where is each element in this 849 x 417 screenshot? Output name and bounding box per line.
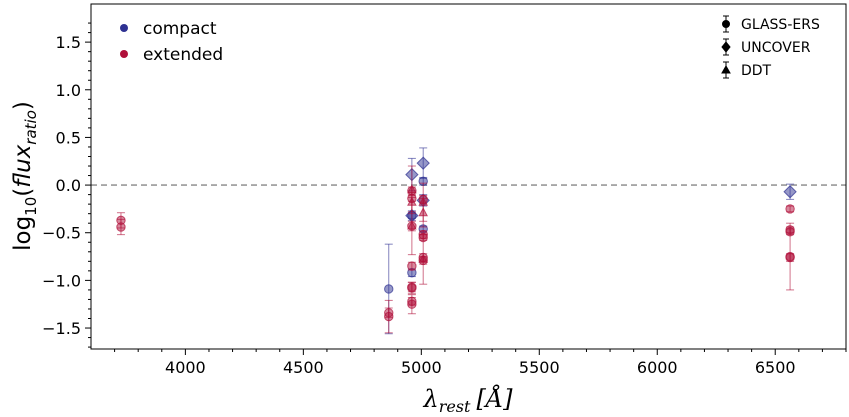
- y-axis-label-prefix: log: [10, 216, 36, 251]
- legend-glass-marker: [722, 20, 730, 28]
- legend-compact-label: compact: [143, 19, 217, 39]
- data-point-extended: [418, 197, 429, 228]
- legend-compact-marker: [120, 24, 128, 32]
- marker-diamond: [783, 185, 797, 199]
- legend-uncover-marker: [721, 41, 731, 53]
- x-tick-label: 6000: [637, 358, 678, 377]
- legend-ddt-label: DDT: [741, 63, 772, 79]
- legend-ddt-marker: [721, 64, 731, 74]
- legend-color: compact extended: [120, 19, 223, 65]
- data-point-compact: [416, 147, 430, 179]
- data-point-extended: [116, 218, 126, 236]
- marker-diamond: [416, 156, 430, 170]
- data-point-extended: [407, 196, 417, 256]
- y-tick-label: 0.5: [56, 128, 81, 147]
- marker-triangle: [407, 220, 417, 230]
- marker-triangle: [418, 207, 429, 217]
- y-tick-label: −0.5: [42, 224, 81, 243]
- x-tick-label: 5500: [519, 358, 560, 377]
- marker-circle: [785, 252, 795, 263]
- data-point-compact: [783, 183, 797, 200]
- x-axis-label-unit: [Å]: [476, 384, 513, 413]
- data-point-extended: [785, 204, 795, 214]
- marker-triangle: [418, 253, 429, 263]
- data-point-extended: [418, 234, 429, 285]
- data-point-extended: [785, 252, 795, 263]
- y-axis-label-base: 10: [22, 197, 40, 216]
- axis-ticks: 4000 4500 5000 5500 6000 6500 −1.5 −1.0 −0.5 0.0 0…: [42, 22, 847, 377]
- legend-marker: [721, 15, 731, 79]
- y-tick-label: 1.5: [56, 33, 81, 52]
- marker-circle: [407, 299, 417, 309]
- x-tick-label: 4500: [283, 358, 324, 377]
- legend-extended-marker: [120, 50, 128, 58]
- marker-circle: [407, 283, 417, 293]
- x-tick-label: 5000: [401, 358, 442, 377]
- marker-circle: [384, 311, 394, 322]
- legend-glass-label: GLASS-ERS: [741, 17, 820, 33]
- y-tick-label: −1.0: [42, 271, 81, 290]
- y-axis-label-close: ): [10, 101, 36, 110]
- x-axis-label-sub: rest: [439, 397, 471, 416]
- legend-uncover-label: UNCOVER: [741, 40, 811, 56]
- y-axis-label-open: (: [10, 188, 36, 197]
- data-point-extended: [407, 261, 417, 271]
- x-tick-label: 6500: [755, 358, 796, 377]
- data-point-extended: [407, 294, 417, 315]
- data-points: [116, 147, 797, 335]
- y-axis-label-var: flux: [10, 144, 36, 187]
- data-point-extended: [407, 281, 417, 295]
- x-axis-label: λrest [Å]: [422, 384, 513, 416]
- y-axis-label: log10(fluxratio): [10, 101, 40, 251]
- marker-circle: [785, 204, 795, 214]
- legend-extended-label: extended: [143, 45, 223, 65]
- y-tick-label: 0.0: [56, 176, 81, 195]
- y-axis-label-sub: ratio: [22, 110, 40, 145]
- y-tick-label: −1.5: [42, 319, 81, 338]
- x-axis-label-symbol: λ: [422, 385, 438, 413]
- data-point-extended: [384, 299, 394, 334]
- marker-circle: [384, 284, 394, 294]
- svg-text:log10(fluxratio): log10(fluxratio): [10, 101, 40, 251]
- marker-circle: [116, 222, 126, 232]
- marker-circle: [407, 261, 417, 271]
- x-tick-label: 4000: [165, 358, 206, 377]
- y-tick-label: 1.0: [56, 81, 81, 100]
